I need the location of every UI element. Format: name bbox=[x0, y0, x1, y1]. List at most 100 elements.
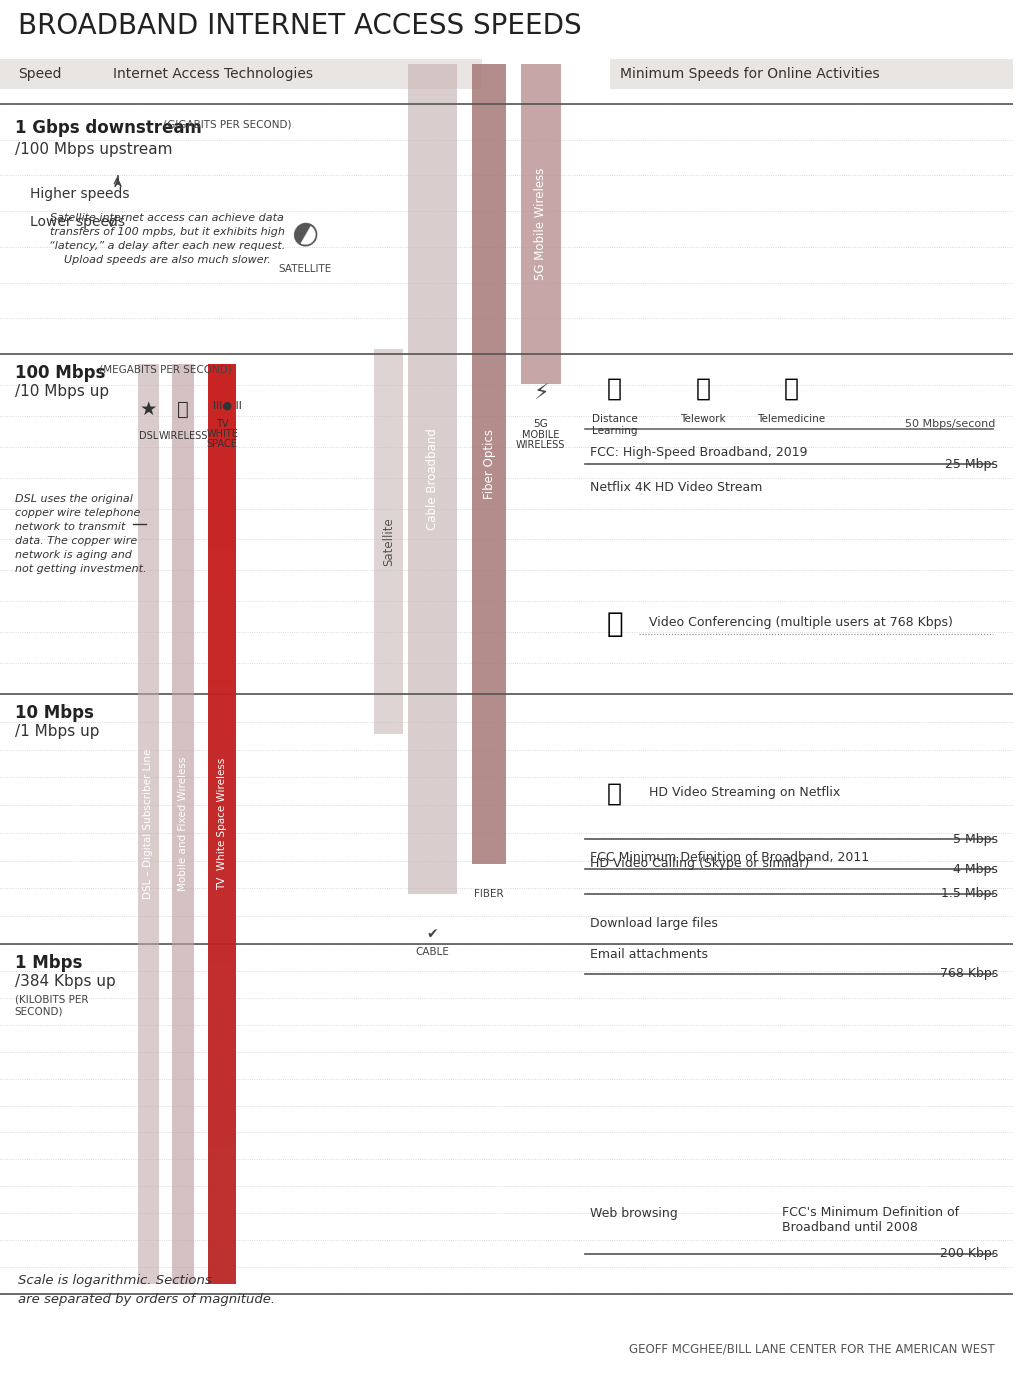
Text: WHITE: WHITE bbox=[206, 429, 238, 440]
Text: Minimum Speeds for Online Activities: Minimum Speeds for Online Activities bbox=[619, 67, 880, 81]
Bar bbox=[208, 686, 236, 732]
Bar bbox=[408, 65, 457, 894]
Bar bbox=[208, 1054, 236, 1101]
Text: Email attachments: Email attachments bbox=[590, 948, 708, 960]
Text: WIRELESS: WIRELESS bbox=[516, 440, 565, 451]
Text: 768 Kbps: 768 Kbps bbox=[939, 967, 998, 981]
Text: Scale is logarithmic. Sections
are separated by orders of magnitude.: Scale is logarithmic. Sections are separ… bbox=[18, 1274, 275, 1307]
Bar bbox=[208, 778, 236, 824]
Text: Cable Broadband: Cable Broadband bbox=[426, 429, 439, 530]
Text: SATELLITE: SATELLITE bbox=[278, 264, 332, 273]
Text: ✔: ✔ bbox=[426, 927, 439, 941]
Bar bbox=[472, 65, 507, 864]
Text: Fiber Optics: Fiber Optics bbox=[483, 429, 495, 499]
Text: 💻: 💻 bbox=[695, 376, 711, 401]
Bar bbox=[138, 364, 160, 1283]
Text: Telemedicine: Telemedicine bbox=[757, 414, 826, 425]
Text: (GIGABITS PER SECOND): (GIGABITS PER SECOND) bbox=[161, 120, 291, 129]
Text: HD Video Streaming on Netflix: HD Video Streaming on Netflix bbox=[649, 786, 840, 800]
Text: 200 Kbps: 200 Kbps bbox=[939, 1248, 998, 1260]
Bar bbox=[208, 364, 236, 409]
Bar bbox=[208, 824, 236, 870]
Text: Mobile and Fixed Wireless: Mobile and Fixed Wireless bbox=[178, 757, 187, 892]
Bar bbox=[208, 916, 236, 962]
Text: HD Video Calling (Skype or similar): HD Video Calling (Skype or similar) bbox=[590, 857, 810, 871]
Text: 10 Mbps: 10 Mbps bbox=[14, 703, 94, 721]
Bar bbox=[172, 364, 194, 1283]
Text: TV: TV bbox=[216, 419, 229, 429]
Bar bbox=[208, 548, 236, 594]
Text: Download large files: Download large files bbox=[590, 918, 718, 930]
Text: Video Conferencing (multiple users at 768 Kbps): Video Conferencing (multiple users at 76… bbox=[649, 616, 953, 629]
Bar bbox=[0, 59, 482, 89]
Text: Web browsing: Web browsing bbox=[590, 1208, 678, 1220]
Text: /384 Kbps up: /384 Kbps up bbox=[14, 974, 115, 989]
Text: SPACE: SPACE bbox=[207, 440, 238, 449]
Text: ★: ★ bbox=[140, 400, 158, 419]
Text: ◐: ◐ bbox=[286, 214, 323, 253]
Text: lll● ll: lll● ll bbox=[213, 401, 242, 411]
Text: Speed: Speed bbox=[18, 67, 61, 81]
Text: 25 Mbps: 25 Mbps bbox=[946, 458, 998, 470]
Text: DSL – Digital Subscriber Line: DSL – Digital Subscriber Line bbox=[143, 749, 153, 899]
Text: /1 Mbps up: /1 Mbps up bbox=[14, 724, 99, 739]
Text: DSL uses the original
copper wire telephone
network to transmit
data. The copper: DSL uses the original copper wire teleph… bbox=[14, 495, 146, 574]
Text: Lower speeds: Lower speeds bbox=[30, 214, 125, 229]
Text: /100 Mbps upstream: /100 Mbps upstream bbox=[14, 142, 172, 157]
Bar bbox=[208, 1146, 236, 1193]
Text: (KILOBITS PER: (KILOBITS PER bbox=[14, 993, 89, 1004]
Text: DSL: DSL bbox=[139, 431, 159, 441]
Bar bbox=[208, 1238, 236, 1283]
Text: FCC: High-Speed Broadband, 2019: FCC: High-Speed Broadband, 2019 bbox=[590, 447, 808, 459]
Bar bbox=[208, 456, 236, 502]
Text: Netflix 4K HD Video Stream: Netflix 4K HD Video Stream bbox=[590, 481, 762, 495]
Bar bbox=[374, 349, 403, 734]
Text: Satellite internet access can achieve data
transfers of 100 mpbs, but it exhibit: Satellite internet access can achieve da… bbox=[49, 213, 285, 265]
Bar bbox=[208, 1009, 236, 1054]
Text: MOBILE: MOBILE bbox=[522, 430, 559, 440]
Text: SECOND): SECOND) bbox=[14, 1007, 63, 1017]
Bar bbox=[610, 59, 1012, 89]
Text: 4 Mbps: 4 Mbps bbox=[953, 863, 998, 875]
Text: GEOFF MCGHEE/BILL LANE CENTER FOR THE AMERICAN WEST: GEOFF MCGHEE/BILL LANE CENTER FOR THE AM… bbox=[629, 1342, 995, 1356]
Text: 🎓: 🎓 bbox=[607, 376, 622, 401]
Text: 5G: 5G bbox=[534, 419, 548, 429]
Text: ⚡: ⚡ bbox=[534, 383, 549, 404]
Text: Internet Access Technologies: Internet Access Technologies bbox=[113, 67, 313, 81]
Bar bbox=[208, 594, 236, 640]
Text: 💉: 💉 bbox=[784, 376, 799, 401]
Text: 5 Mbps: 5 Mbps bbox=[953, 833, 998, 845]
Bar bbox=[208, 640, 236, 686]
Bar bbox=[208, 1101, 236, 1146]
Bar bbox=[208, 1193, 236, 1238]
Bar bbox=[208, 732, 236, 778]
Text: 1 Gbps downstream: 1 Gbps downstream bbox=[14, 120, 202, 137]
Text: 🎥: 🎥 bbox=[607, 782, 622, 807]
Text: 1.5 Mbps: 1.5 Mbps bbox=[941, 888, 998, 900]
Bar bbox=[208, 962, 236, 1009]
Bar bbox=[208, 364, 236, 1283]
Text: WIRELESS: WIRELESS bbox=[159, 431, 208, 441]
Text: FIBER: FIBER bbox=[475, 889, 504, 899]
Text: CABLE: CABLE bbox=[416, 947, 450, 958]
Text: 💻: 💻 bbox=[607, 610, 623, 638]
Text: Distance
Learning: Distance Learning bbox=[591, 414, 638, 436]
Text: 50 Mbps/second: 50 Mbps/second bbox=[904, 419, 995, 429]
Text: Satellite: Satellite bbox=[382, 517, 394, 566]
Text: 1 Mbps: 1 Mbps bbox=[14, 954, 82, 971]
Text: ⛺: ⛺ bbox=[177, 400, 188, 419]
Text: 5G Mobile Wireless: 5G Mobile Wireless bbox=[535, 168, 547, 280]
Text: BROADBAND INTERNET ACCESS SPEEDS: BROADBAND INTERNET ACCESS SPEEDS bbox=[18, 12, 581, 40]
Text: (MEGABITS PER SECOND): (MEGABITS PER SECOND) bbox=[97, 364, 232, 374]
Text: FCC's Minimum Definition of
Broadband until 2008: FCC's Minimum Definition of Broadband un… bbox=[782, 1206, 959, 1234]
Text: 100 Mbps: 100 Mbps bbox=[14, 364, 105, 382]
Bar bbox=[521, 65, 560, 383]
Bar bbox=[208, 870, 236, 916]
Text: TV  White Space Wireless: TV White Space Wireless bbox=[217, 758, 228, 890]
Text: FCC Minimum Definition of Broadband, 2011: FCC Minimum Definition of Broadband, 201… bbox=[590, 851, 869, 864]
Text: Telework: Telework bbox=[680, 414, 726, 425]
Bar bbox=[208, 409, 236, 456]
Bar bbox=[208, 502, 236, 548]
Text: /10 Mbps up: /10 Mbps up bbox=[14, 383, 109, 398]
Text: Higher speeds: Higher speeds bbox=[30, 187, 129, 201]
